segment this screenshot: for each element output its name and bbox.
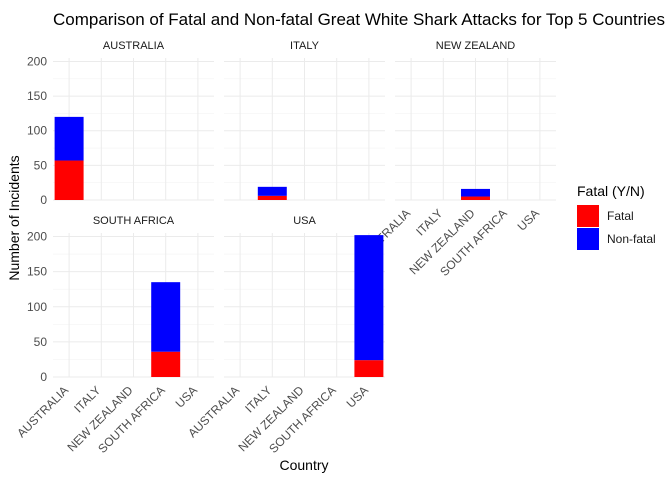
bar-nonfatal-usa: [354, 235, 384, 361]
y-tick-label: 200: [27, 54, 47, 68]
y-axis-title: Number of Incidents: [6, 155, 22, 280]
bar-fatal-italy: [257, 195, 287, 200]
bar-fatal-new-zealand: [461, 196, 490, 200]
legend-swatch-non-fatal: [577, 228, 599, 250]
bar-nonfatal-italy: [257, 186, 287, 196]
facet-label-australia: AUSTRALIA: [103, 40, 165, 52]
facet-italy: ITALY: [224, 40, 385, 201]
bar-nonfatal-new-zealand: [461, 188, 490, 197]
legend-title: Fatal (Y/N): [577, 183, 645, 199]
legend: Fatal (Y/N) Fatal Non-fatal: [577, 183, 656, 250]
legend-label-non-fatal: Non-fatal: [607, 232, 656, 246]
facet-australia: AUSTRALIA 0 50 100 150 200: [27, 40, 214, 207]
bar-fatal-south-africa: [151, 351, 181, 377]
x-tick-label: USA: [515, 206, 542, 233]
facet-label-italy: ITALY: [290, 40, 320, 52]
bar-nonfatal-south-africa: [151, 282, 181, 352]
bar-fatal-australia: [54, 160, 84, 200]
chart-title: Comparison of Fatal and Non-fatal Great …: [53, 10, 665, 29]
y-tick-label: 50: [34, 158, 48, 172]
x-tick-label: USA: [173, 383, 200, 410]
y-tick-label: 200: [27, 230, 47, 244]
facet-label-usa: USA: [293, 215, 316, 227]
y-tick-label: 100: [27, 300, 47, 314]
legend-swatch-fatal: [577, 205, 599, 227]
y-tick-label: 0: [40, 193, 47, 207]
x-tick-label: AUSTRALIA: [14, 383, 71, 440]
y-tick-label: 100: [27, 124, 47, 138]
x-tick-label: USA: [344, 383, 371, 410]
y-tick-label: 150: [27, 265, 47, 279]
facet-label-south-africa: SOUTH AFRICA: [93, 215, 175, 227]
facet-label-new-zealand: NEW ZEALAND: [436, 40, 516, 52]
y-tick-label: 0: [40, 370, 47, 384]
bar-fatal-usa: [354, 360, 384, 377]
bar-nonfatal-australia: [54, 116, 84, 161]
legend-label-fatal: Fatal: [607, 209, 634, 223]
y-tick-label: 150: [27, 89, 47, 103]
x-axis-title: Country: [279, 457, 328, 473]
y-tick-label: 50: [34, 335, 48, 349]
